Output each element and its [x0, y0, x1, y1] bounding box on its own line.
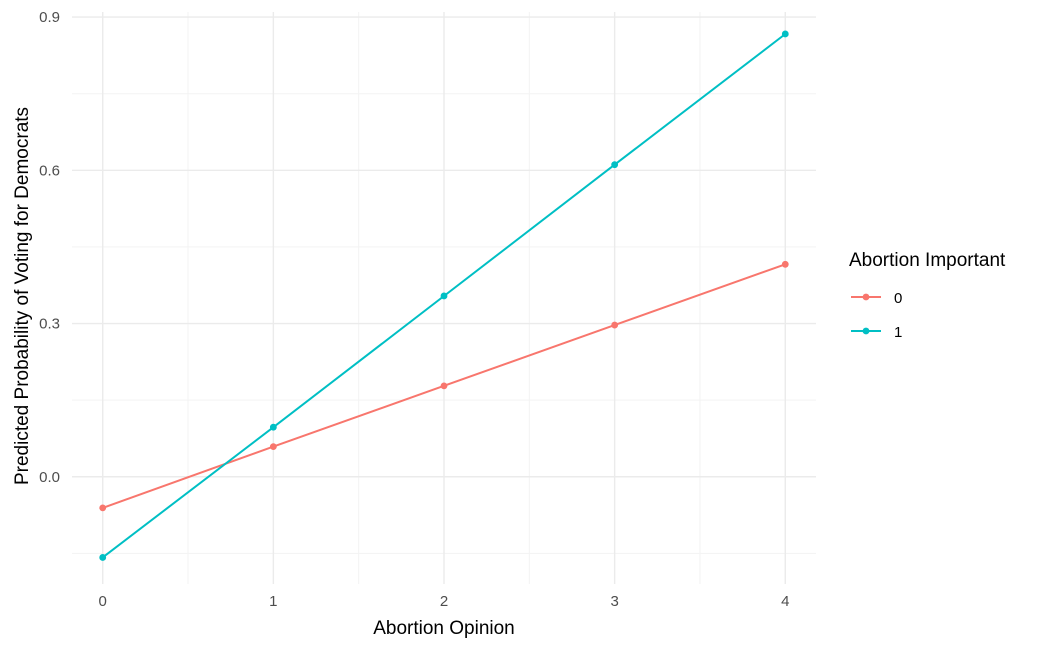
x-axis-ticks: 0 1 2 3 4: [99, 593, 790, 610]
data-point: [440, 292, 448, 300]
data-point: [781, 30, 789, 38]
series-1: [99, 30, 789, 561]
data-point: [611, 321, 619, 329]
legend-key-point: [862, 293, 870, 301]
data-point: [99, 504, 107, 512]
major-gridlines: [72, 12, 816, 584]
legend-title: Abortion Important: [849, 250, 1006, 271]
data-point: [99, 554, 107, 561]
x-tick-label: 3: [610, 593, 618, 610]
data-point: [269, 423, 277, 431]
x-tick-label: 4: [781, 593, 789, 610]
y-axis-title: Predicted Probability of Voting for Demo…: [12, 107, 33, 485]
data-point: [781, 260, 789, 268]
series-layer: [99, 30, 789, 561]
series-0: [99, 260, 789, 512]
x-tick-label: 2: [440, 593, 448, 610]
legend-key-point: [862, 327, 870, 335]
legend-item: 1: [851, 324, 902, 341]
legend-item: 0: [851, 290, 902, 307]
x-tick-label: 0: [99, 593, 107, 610]
x-axis-title: Abortion Opinion: [373, 618, 515, 639]
data-point: [611, 161, 619, 169]
data-point: [440, 382, 448, 390]
y-tick-label: 0.9: [39, 9, 60, 26]
x-tick-label: 1: [269, 593, 277, 610]
legend: Abortion Important 0 1: [849, 250, 1006, 341]
y-axis-ticks: 0.0 0.3 0.6 0.9: [39, 9, 60, 486]
y-tick-label: 0.0: [39, 469, 60, 486]
y-tick-label: 0.3: [39, 316, 60, 333]
legend-label: 1: [894, 324, 902, 341]
legend-label: 0: [894, 290, 902, 307]
y-tick-label: 0.6: [39, 162, 60, 179]
data-point: [269, 443, 277, 451]
